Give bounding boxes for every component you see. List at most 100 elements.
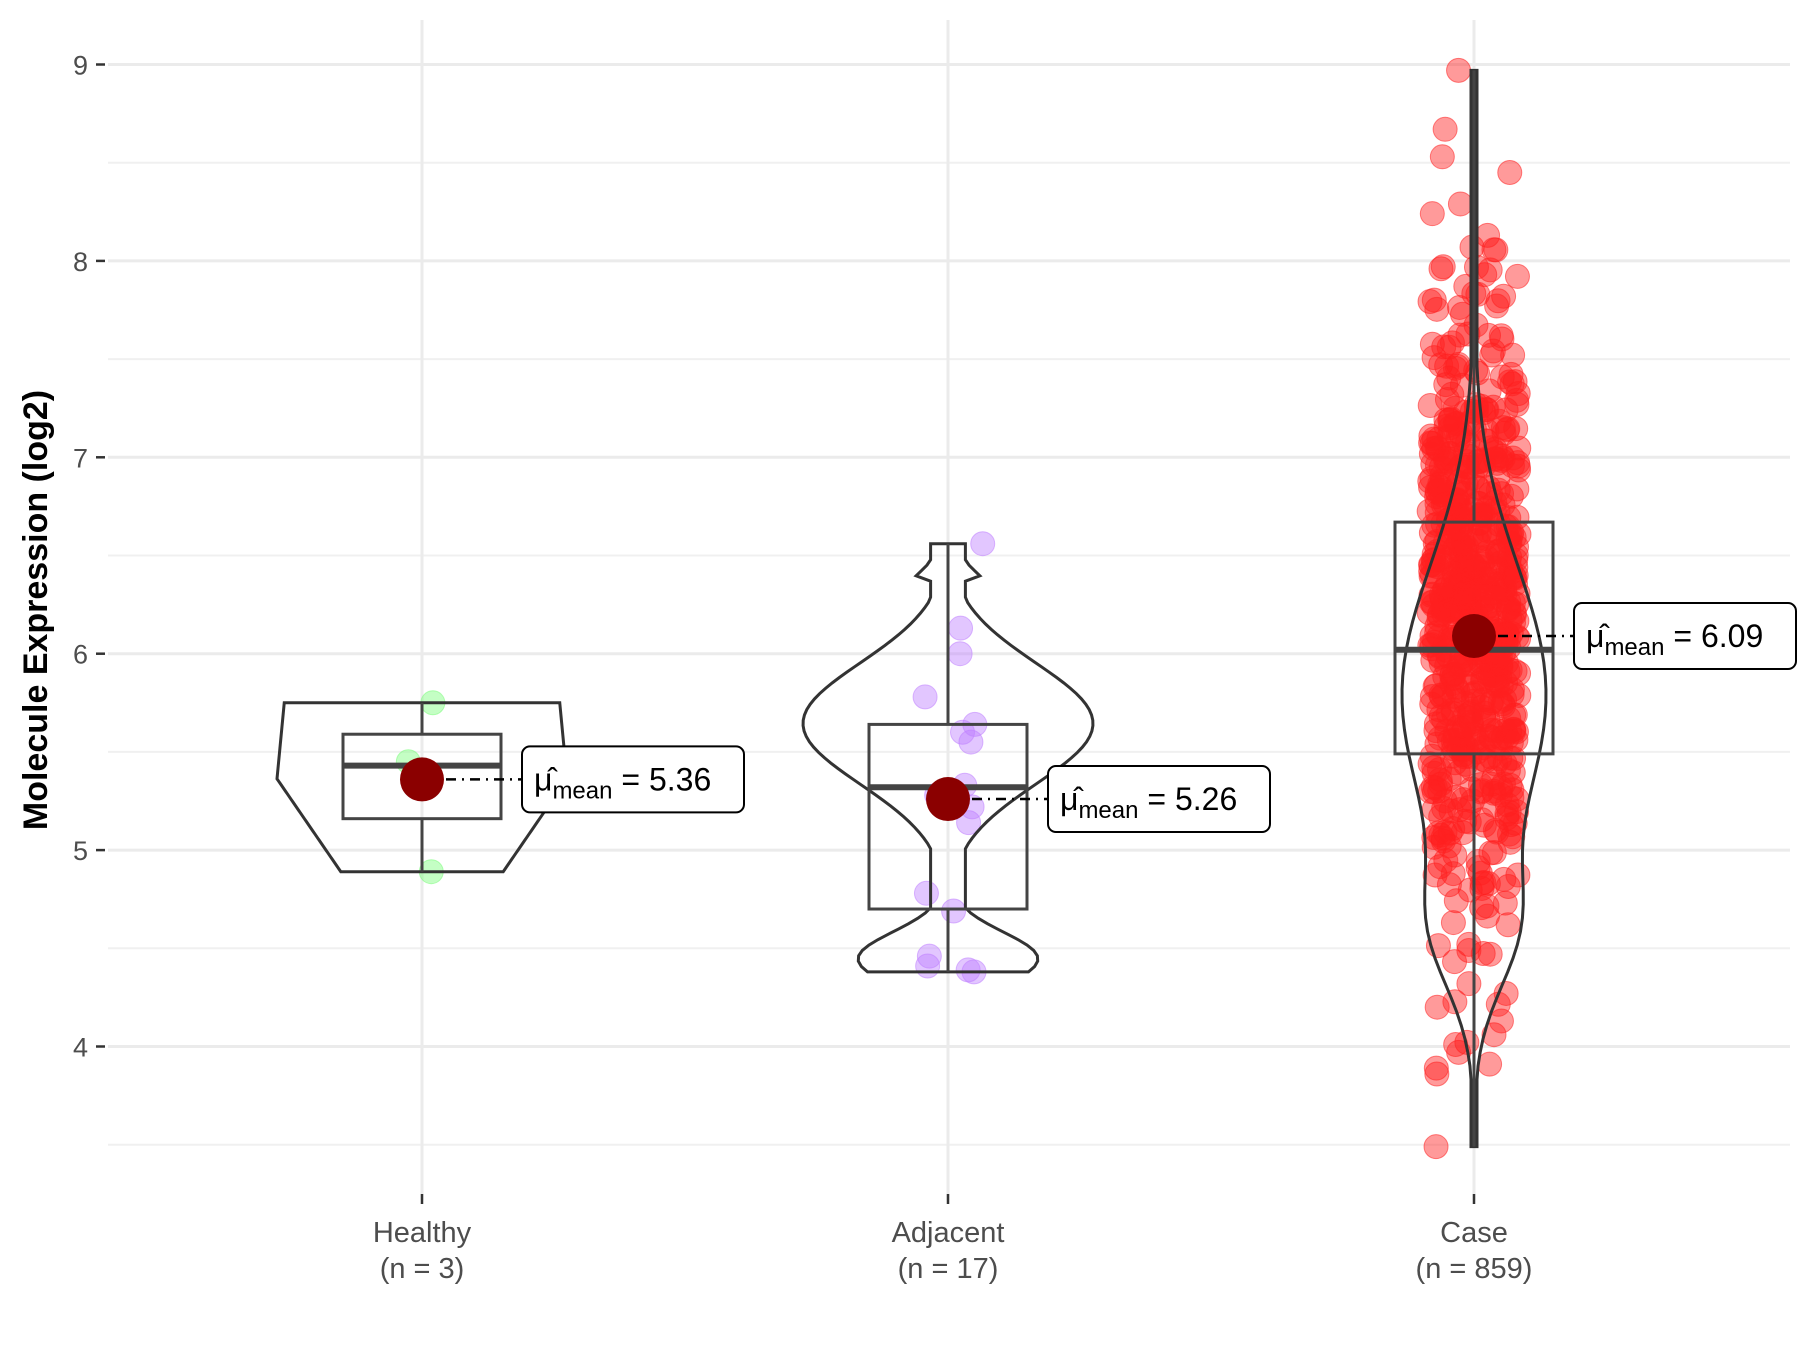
- data-point: [1456, 971, 1482, 997]
- data-point: [1440, 910, 1466, 936]
- data-point: [1419, 331, 1445, 357]
- mean-value: = 5.26: [1138, 781, 1237, 817]
- data-point: [913, 880, 939, 906]
- data-point: [1497, 772, 1523, 798]
- data-point: [1441, 661, 1467, 687]
- y-tick-label: 4: [73, 1033, 88, 1063]
- box: [867, 722, 1029, 911]
- data-point: [1448, 531, 1474, 557]
- data-point: [916, 943, 942, 969]
- data-point: [1495, 912, 1521, 938]
- data-point: [1439, 381, 1465, 407]
- mean-value: = 6.09: [1664, 618, 1763, 654]
- mean-label: μ̂mean = 6.09: [1586, 618, 1763, 661]
- data-point: [1431, 795, 1457, 821]
- data-point: [1421, 824, 1447, 850]
- data-point: [1481, 237, 1507, 263]
- groups-layer: μ̂mean = 5.36 μ̂mean = 5.26 μ̂mean = 6.09: [275, 57, 1797, 1160]
- data-point: [1423, 1055, 1449, 1081]
- data-point: [1482, 583, 1508, 609]
- box: [1393, 520, 1555, 756]
- data-point: [958, 729, 984, 755]
- data-point: [1438, 406, 1464, 432]
- data-point: [1417, 392, 1443, 418]
- data-point: [1421, 345, 1447, 371]
- data-point: [1424, 1061, 1450, 1087]
- data-point: [912, 684, 938, 710]
- data-point: [1503, 727, 1529, 753]
- data-point: [1427, 756, 1453, 782]
- x-category-count: (n = 859): [1416, 1253, 1533, 1285]
- x-category-label: Case: [1440, 1217, 1508, 1249]
- x-axis: Healthy (n = 3) Adjacent (n = 17) Case (n = 8…: [373, 1194, 1533, 1285]
- data-point: [1428, 682, 1454, 708]
- data-point: [1470, 941, 1496, 967]
- data-point: [1505, 862, 1531, 888]
- data-point: [1421, 287, 1447, 313]
- data-point: [1427, 471, 1453, 497]
- data-point: [1423, 1134, 1449, 1160]
- data-point: [956, 810, 982, 836]
- data-point: [1475, 871, 1501, 897]
- data-point: [1481, 778, 1507, 804]
- data-point: [1480, 338, 1506, 364]
- data-point: [1445, 351, 1471, 377]
- data-point: [1492, 890, 1518, 916]
- data-point: [1443, 355, 1469, 381]
- mean-subscript: mean: [1078, 797, 1138, 824]
- data-point: [1429, 684, 1455, 710]
- mean-subscript: mean: [1604, 634, 1664, 661]
- data-point: [1469, 895, 1495, 921]
- data-point: [1479, 342, 1505, 368]
- data-point: [1429, 144, 1455, 170]
- data-point: [1500, 824, 1526, 850]
- data-point: [1468, 582, 1494, 608]
- x-category-count: (n = 3): [380, 1253, 465, 1285]
- data-point: [1481, 1022, 1507, 1048]
- group-healthy: μ̂mean = 5.36: [275, 690, 745, 885]
- data-point: [948, 615, 974, 641]
- x-category-count: (n = 17): [898, 1253, 999, 1285]
- data-point: [1487, 542, 1513, 568]
- data-point: [1432, 664, 1458, 690]
- mean-label-box: [1573, 602, 1797, 671]
- data-point: [1482, 439, 1508, 465]
- data-point: [1421, 426, 1447, 452]
- data-point: [1500, 342, 1526, 368]
- data-point: [1442, 750, 1468, 776]
- data-point: [1501, 600, 1527, 626]
- data-point: [1471, 704, 1497, 730]
- data-point: [1443, 888, 1469, 914]
- y-tick-label: 7: [73, 443, 88, 473]
- data-point: [1453, 459, 1479, 485]
- y-tick-label: 8: [73, 247, 88, 277]
- mean-label: μ̂mean = 5.36: [534, 761, 711, 804]
- data-point: [1485, 673, 1511, 699]
- data-point: [1429, 468, 1455, 494]
- data-point: [1470, 669, 1496, 695]
- data-point: [1422, 862, 1448, 888]
- data-point: [1428, 704, 1454, 730]
- data-point: [1504, 263, 1530, 289]
- data-point: [1433, 372, 1459, 398]
- mean-value: = 5.36: [612, 761, 711, 797]
- data-point: [1478, 840, 1504, 866]
- data-point: [1456, 931, 1482, 957]
- y-tick-label: 5: [73, 836, 88, 866]
- mean-subscript: mean: [552, 777, 612, 804]
- data-point: [1442, 721, 1468, 747]
- data-point: [1494, 792, 1520, 818]
- x-category-label: Healthy: [373, 1217, 472, 1249]
- data-point: [1444, 687, 1470, 713]
- data-point: [950, 719, 976, 745]
- y-axis-title: Molecule Expression (log2): [17, 390, 55, 830]
- violin-outline: [275, 701, 569, 874]
- data-point: [1446, 654, 1472, 680]
- data-point: [1431, 577, 1457, 603]
- data-point: [1504, 476, 1530, 502]
- data-point: [1471, 400, 1497, 426]
- data-point: [1442, 949, 1468, 975]
- violin-outline: [801, 542, 1095, 974]
- mean-point: [400, 757, 444, 802]
